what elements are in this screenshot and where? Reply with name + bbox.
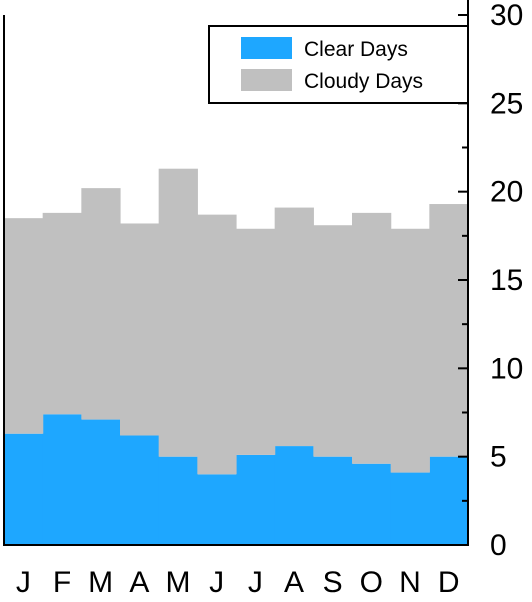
legend-swatch-clear-days [241,37,292,59]
x-tick-label: J [248,566,263,599]
x-tick-label: J [16,566,31,599]
area-segment-clear-days-1 [42,414,82,545]
x-tick-label: F [53,566,71,599]
area-segment-cloudy-days-5 [197,214,237,475]
legend-label-clear-days: Clear Days [304,38,408,61]
y-tick-label: 25 [490,87,523,120]
y-axis: 0 5 10 15 20 25 30 [458,0,523,562]
y-tick-label: 15 [490,264,523,297]
area-segment-clear-days-7 [274,446,314,545]
area-segment-cloudy-days-7 [274,207,314,447]
area-segment-cloudy-days-11 [429,204,469,457]
area-segment-clear-days-5 [197,474,237,545]
area-segment-clear-days-9 [352,463,392,545]
series-clear-days [4,414,469,545]
area-segment-cloudy-days-2 [81,188,121,420]
x-tick-label: O [360,566,383,599]
x-tick-label: J [209,566,224,599]
y-tick-label: 10 [490,352,523,385]
area-segment-cloudy-days-1 [42,212,82,415]
x-tick-label: S [323,566,343,599]
area-segment-cloudy-days-3 [120,223,160,436]
series-cloudy-days [4,168,469,475]
x-tick-label: M [88,566,113,599]
x-tick-label: D [438,566,460,599]
area-segment-clear-days-2 [81,419,121,545]
legend: Clear Days Cloudy Days [208,25,469,104]
area-segment-clear-days-3 [120,435,160,545]
area-segment-cloudy-days-6 [236,228,276,455]
area-segment-clear-days-0 [4,433,44,545]
legend-swatch-cloudy-days [241,69,292,91]
chart-areas [4,168,469,545]
area-segment-cloudy-days-9 [352,212,392,464]
y-tick-label: 0 [490,529,507,562]
x-tick-label: A [129,566,149,599]
area-segment-cloudy-days-4 [158,168,198,457]
area-segment-cloudy-days-10 [390,228,430,473]
legend-label-cloudy-days: Cloudy Days [304,70,423,93]
area-segment-cloudy-days-0 [4,218,44,434]
area-segment-cloudy-days-8 [313,225,353,457]
area-segment-clear-days-8 [313,456,353,545]
area-segment-clear-days-6 [236,454,276,545]
x-tick-label: A [284,566,304,599]
x-tick-label: N [399,566,421,599]
x-tick-label: M [166,566,191,599]
area-segment-clear-days-10 [390,472,430,545]
y-tick-label: 20 [490,176,523,209]
area-segment-clear-days-4 [158,456,198,545]
y-tick-label: 30 [490,0,523,32]
y-tick-label: 5 [490,441,507,474]
